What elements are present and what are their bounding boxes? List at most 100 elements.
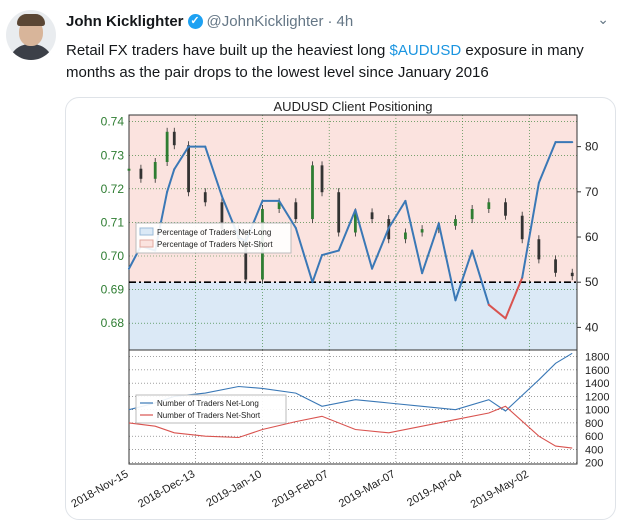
count-net-long-line (128, 352, 573, 412)
percent-net-long-segment (294, 226, 314, 284)
price-candle (404, 232, 407, 240)
date-tick-label: 2018-Nov-15 (69, 468, 130, 510)
tweet-text-line-2: months as the pair drops to the lowest l… (66, 64, 489, 81)
percent-tick-label: 40 (585, 320, 599, 334)
price-candle (244, 239, 248, 280)
price-candle (139, 168, 143, 179)
percent-net-long-segment (337, 208, 357, 252)
price-candle (537, 239, 541, 260)
count-tick-label: 1400 (585, 378, 609, 390)
price-tick-label: 0.68 (101, 316, 125, 330)
price-tick-label: 0.71 (101, 215, 125, 229)
bottom-legend: Number of Traders Net-Long Number of Tra… (135, 394, 287, 424)
net-long-area (129, 282, 577, 350)
cashtag-link[interactable]: $AUDUSD (389, 42, 462, 59)
author-name[interactable]: John Kicklighter (66, 12, 184, 30)
percent-axis-ticks: 80 70 60 50 40 (577, 140, 599, 334)
percent-net-long-segment (387, 199, 407, 229)
count-tick-label: 400 (585, 444, 603, 456)
bottom-series-group (128, 352, 573, 449)
percent-net-long-segment (311, 254, 324, 284)
price-candle (294, 202, 298, 220)
date-tick-label: 2019-Apr-04 (405, 468, 464, 509)
percent-tick-label: 70 (585, 185, 599, 199)
count-tick-label: 1200 (585, 391, 609, 403)
avatar-body-shape (8, 44, 54, 60)
tweet-text-line-1: Retail FX traders have built up the heav… (66, 40, 606, 62)
date-tick-label: 2019-Mar-07 (337, 468, 398, 510)
date-tick-label: 2019-Jan-10 (204, 468, 264, 509)
percent-net-long-segment (471, 249, 490, 306)
price-tick-label: 0.73 (101, 148, 125, 162)
bottom-legend-box (135, 394, 287, 424)
price-tick-label: 0.74 (101, 115, 125, 129)
price-candle (172, 131, 176, 146)
price-candle (165, 131, 169, 162)
count-tick-label: 1000 (585, 405, 609, 417)
price-candle (454, 219, 457, 226)
avatar[interactable] (6, 10, 56, 60)
net-short-area (129, 115, 577, 283)
percent-net-long-segment (487, 303, 507, 320)
price-candle (311, 165, 314, 220)
date-tick-label: 2019-May-02 (469, 468, 531, 511)
legend-net-long-percent: Percentage of Traders Net-Long (157, 228, 271, 237)
percent-net-long-segment (521, 181, 540, 279)
count-tick-label: 1800 (585, 352, 609, 364)
price-candle (187, 145, 190, 193)
price-candle (504, 202, 507, 216)
author-handle[interactable]: @JohnKicklighter (206, 12, 324, 30)
price-candle (153, 162, 157, 179)
price-candle (203, 192, 207, 203)
percent-net-long-segment (204, 145, 223, 198)
tweet-text-pre: Retail FX traders have built up the heav… (66, 42, 390, 59)
percent-tick-label: 80 (585, 140, 599, 154)
price-tick-label: 0.70 (101, 249, 125, 263)
percent-net-long-segment (404, 199, 424, 275)
date-tick-label: 2019-Feb-07 (270, 468, 331, 510)
tweet-text-post: exposure in many (461, 42, 584, 59)
avatar-hair-shape (17, 14, 45, 26)
price-candle (487, 202, 491, 209)
date-axis-ticks: 2018-Nov-15 2018-Dec-13 2019-Jan-10 2019-Fe… (69, 468, 530, 511)
price-candle (220, 202, 224, 230)
count-tick-label: 800 (585, 418, 603, 430)
percent-net-long-segment (173, 145, 190, 171)
price-candle (337, 192, 341, 233)
price-candle (420, 229, 424, 233)
price-candle (370, 212, 374, 220)
tweet-timestamp[interactable]: 4h (336, 12, 354, 30)
count-tick-label: 200 (585, 458, 603, 470)
legend-count-long: Number of Traders Net-Long (157, 399, 259, 408)
count-tick-label: 1600 (585, 365, 609, 377)
percent-net-long-segment (371, 226, 390, 270)
legend-net-short-percent: Percentage of Traders Net-Short (157, 240, 273, 249)
tweet-header: John Kicklighter ✓ @JohnKicklighter · 4h (66, 11, 353, 31)
price-candle (554, 259, 557, 273)
date-tick-label: 2018-Dec-13 (136, 468, 197, 510)
price-candle (277, 202, 281, 209)
percent-net-long-segment (504, 276, 524, 320)
percent-net-long-segment (437, 222, 457, 302)
percent-tick-label: 50 (585, 275, 599, 289)
tweet-menu-chevron-icon[interactable]: ⌄ (597, 11, 609, 27)
price-candle (520, 215, 524, 240)
percent-net-long-segment (454, 249, 474, 302)
verified-badge-icon: ✓ (187, 13, 203, 29)
legend-count-short: Number of Traders Net-Short (157, 411, 261, 420)
percent-net-long-segment (278, 199, 297, 229)
price-candle (570, 272, 574, 277)
price-candle (353, 212, 357, 233)
percent-net-long-segment (321, 249, 340, 257)
bottom-panel-frame (128, 349, 578, 465)
net-long-swatch (139, 227, 154, 236)
net-short-swatch (139, 239, 154, 248)
price-candle (320, 165, 324, 193)
chart-svg: AUDUSD Client Positioning 0.740.730.720.… (69, 99, 609, 511)
separator-dot: · (327, 12, 333, 30)
price-candle (470, 209, 474, 220)
percent-net-long-segment (537, 141, 557, 184)
tweet-media-chart[interactable]: AUDUSD Client Positioning 0.74 0.73 0.72 0.… (65, 97, 616, 520)
count-net-short-line (128, 405, 573, 449)
